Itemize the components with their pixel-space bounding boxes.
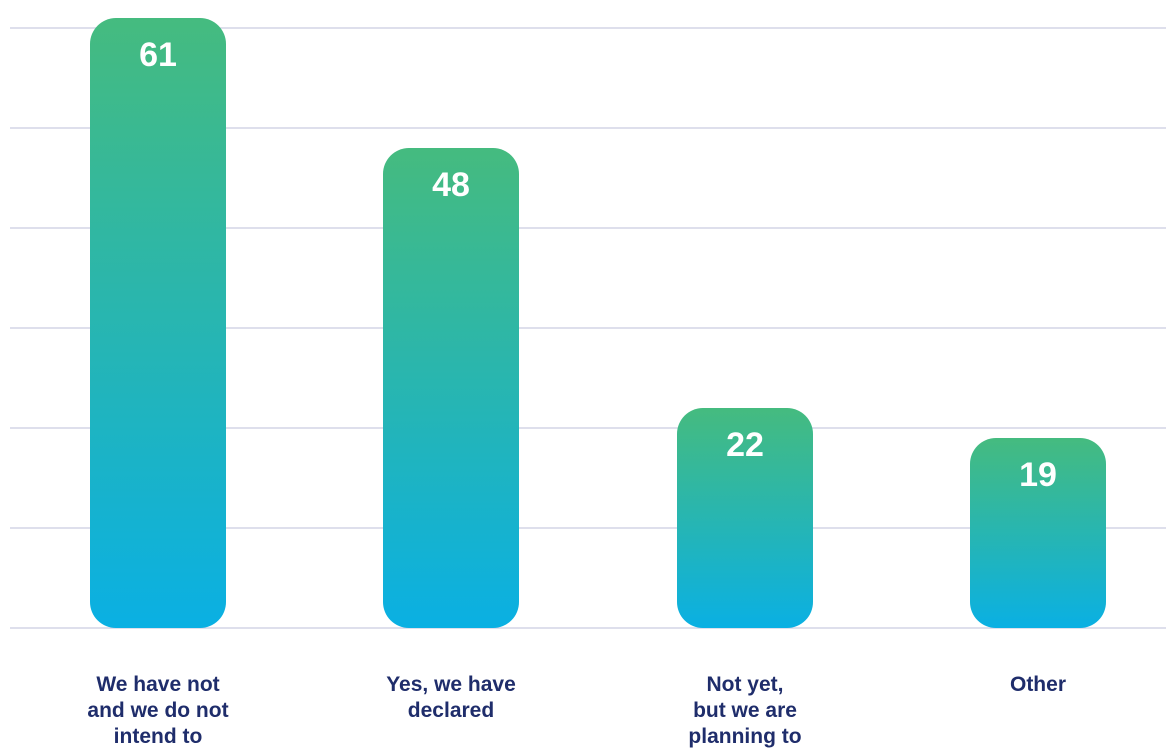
category-label-line: planning to (688, 725, 801, 748)
value-label-2: 48 (432, 166, 470, 204)
value-label-1: 61 (139, 36, 177, 74)
category-labels: We have not and we do not intend to Yes, we… (87, 673, 1066, 748)
bar-2 (383, 148, 519, 628)
value-label-4: 19 (1019, 456, 1057, 494)
category-label-line: Other (1010, 673, 1066, 696)
category-label-1: We have not and we do not intend to (87, 673, 228, 748)
category-label-3: Not yet, but we are planning to (688, 673, 801, 748)
category-label-line: and we do not (87, 699, 228, 722)
bar-1 (90, 18, 226, 628)
bars (90, 18, 1106, 628)
value-label-3: 22 (726, 426, 764, 464)
category-label-line: but we are (693, 699, 797, 722)
bar-3 (677, 408, 813, 628)
value-labels: 61 48 22 19 (139, 36, 1057, 494)
category-label-2: Yes, we have declared (386, 673, 516, 722)
category-label-line: Not yet, (706, 673, 783, 696)
category-label-line: Yes, we have (386, 673, 516, 696)
category-label-4: Other (1010, 673, 1066, 696)
category-label-line: We have not (96, 673, 219, 696)
category-label-line: intend to (114, 725, 203, 748)
bar-4 (970, 438, 1106, 628)
category-label-line: declared (408, 699, 494, 722)
